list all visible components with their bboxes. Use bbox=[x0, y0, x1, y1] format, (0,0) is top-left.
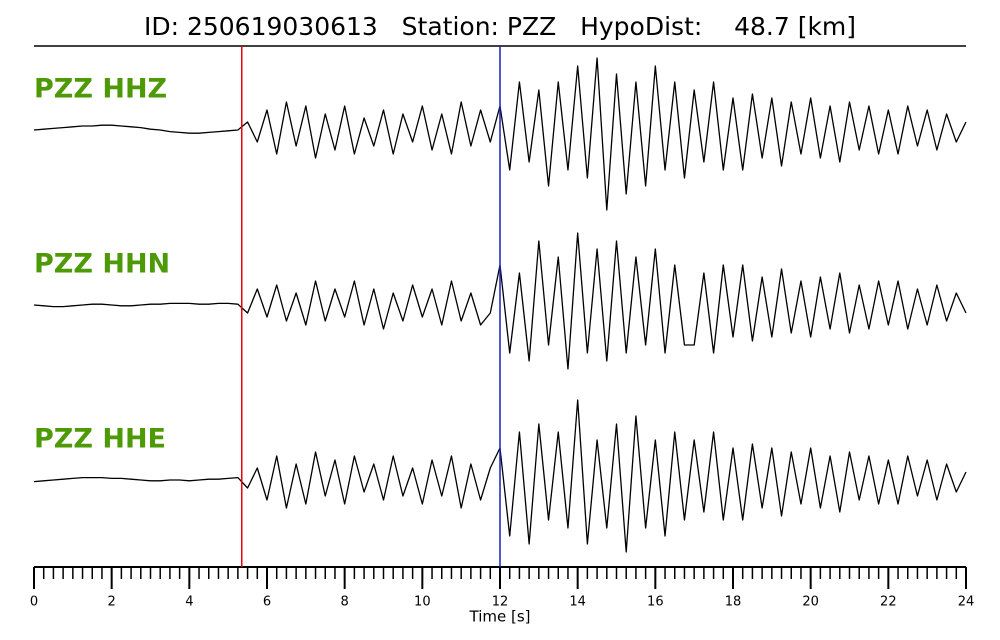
x-tick-label: 14 bbox=[569, 595, 586, 610]
x-tick-label: 0 bbox=[30, 595, 38, 610]
x-tick-label: 2 bbox=[108, 595, 116, 610]
x-tick-label: 16 bbox=[647, 595, 664, 610]
x-tick-label: 8 bbox=[341, 595, 349, 610]
x-tick-label: 24 bbox=[958, 595, 975, 610]
x-tick-label: 10 bbox=[414, 595, 431, 610]
trace-label: PZZ HHN bbox=[34, 249, 170, 280]
x-tick-label: 6 bbox=[263, 595, 271, 610]
x-tick-label: 18 bbox=[725, 595, 742, 610]
trace-label: PZZ HHZ bbox=[34, 74, 167, 105]
x-axis-label: Time [s] bbox=[469, 608, 531, 626]
x-tick-label: 4 bbox=[185, 595, 193, 610]
x-tick-label: 20 bbox=[802, 595, 819, 610]
trace-label: PZZ HHE bbox=[34, 424, 166, 455]
x-tick-label: 12 bbox=[492, 595, 509, 610]
chart-title: ID: 250619030613 Station: PZZ HypoDist: … bbox=[144, 12, 856, 41]
x-tick-label: 22 bbox=[880, 595, 897, 610]
